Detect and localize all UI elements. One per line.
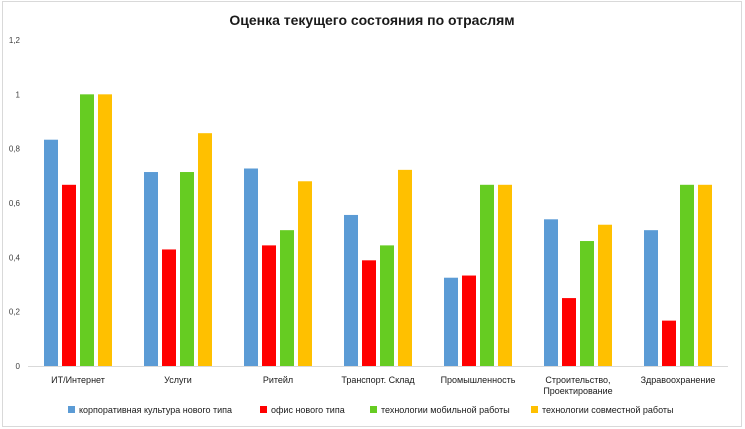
bar: [162, 249, 176, 366]
category-label: Строительство,: [545, 375, 610, 385]
y-tick-label: 1,2: [9, 36, 21, 45]
category-label: Услуги: [164, 375, 192, 385]
bar: [598, 224, 612, 366]
y-tick-label: 0,8: [9, 145, 21, 154]
category-label: Проектирование: [543, 386, 612, 396]
category-label: Здравоохранение: [641, 375, 716, 385]
bar: [262, 245, 276, 366]
bar: [662, 320, 676, 366]
bar: [644, 230, 658, 366]
y-tick-label: 0: [16, 362, 21, 371]
bar: [698, 184, 712, 366]
bars: [44, 94, 712, 366]
legend-label: технологии мобильной работы: [381, 405, 510, 415]
category-label: Транспорт. Склад: [341, 375, 415, 385]
legend-swatch: [531, 406, 538, 413]
legend-label: офис нового типа: [271, 405, 345, 415]
y-tick-label: 0,2: [9, 308, 21, 317]
bar: [98, 94, 112, 366]
bar: [62, 184, 76, 366]
chart-title: Оценка текущего состояния по отраслям: [229, 12, 514, 28]
bar: [280, 230, 294, 366]
bar: [298, 181, 312, 366]
y-tick-label: 0,4: [9, 253, 21, 262]
legend-swatch: [68, 406, 75, 413]
bar: [680, 184, 694, 366]
legend: корпоративная культура нового типа офис н…: [68, 405, 673, 415]
category-label: ИТ/Интернет: [51, 375, 105, 385]
bar: [180, 172, 194, 366]
bar: [44, 139, 58, 366]
bar: [398, 169, 412, 366]
bar: [480, 184, 494, 366]
legend-swatch: [370, 406, 377, 413]
bar: [144, 172, 158, 366]
legend-label: технологии совместной работы: [542, 405, 673, 415]
y-tick-label: 1: [16, 90, 21, 99]
bar: [544, 219, 558, 366]
bar: [344, 214, 358, 366]
bar: [80, 94, 94, 366]
bar: [244, 168, 258, 366]
bar: [462, 275, 476, 366]
y-tick-label: 0,6: [9, 199, 21, 208]
bar: [562, 298, 576, 366]
category-label: Ритейл: [263, 375, 293, 385]
bar: [362, 260, 376, 366]
legend-swatch: [260, 406, 267, 413]
category-labels: ИТ/Интернет Услуги Ритейл Транспорт. Склад П…: [51, 375, 715, 396]
bar: [580, 241, 594, 366]
bar: [198, 133, 212, 366]
category-label: Промышленность: [441, 375, 516, 385]
bar: [498, 184, 512, 366]
legend-label: корпоративная культура нового типа: [79, 405, 232, 415]
axes: 0 0,2 0,4 0,6 0,8 1 1,2: [9, 36, 728, 371]
bar: [444, 277, 458, 366]
bar: [380, 245, 394, 366]
